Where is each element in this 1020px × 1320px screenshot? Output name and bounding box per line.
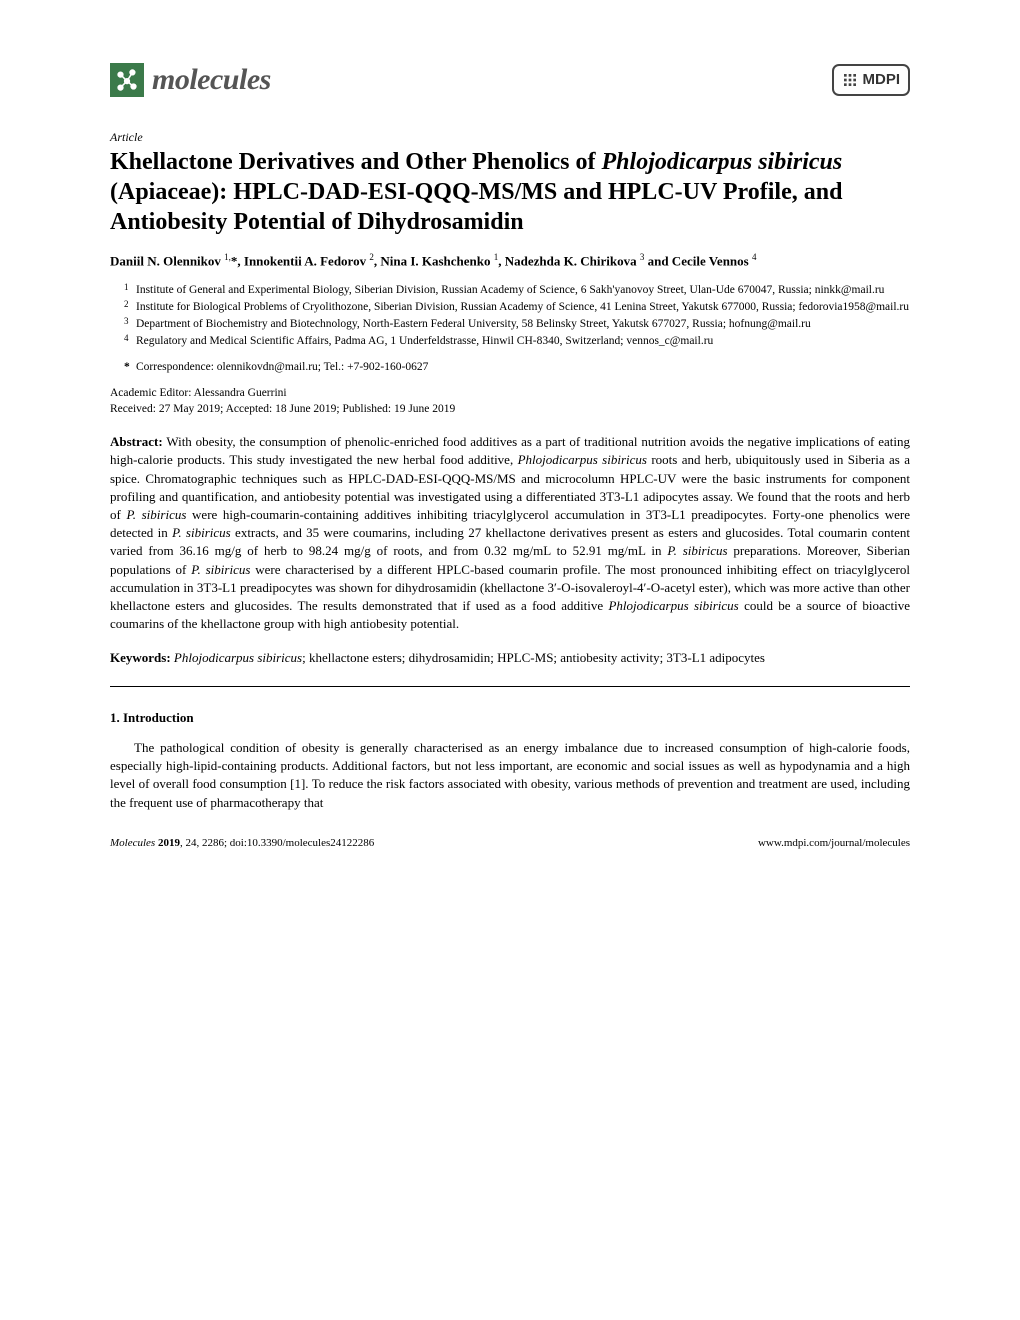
affiliation-row: 1Institute of General and Experimental B… [124, 282, 910, 298]
journal-logo-icon [110, 63, 144, 97]
publisher-badge-icon [842, 72, 858, 88]
page-header: molecules MDPI [110, 60, 910, 101]
page-footer: Molecules 2019, 24, 2286; doi:10.3390/mo… [110, 836, 910, 851]
article-type-label: Article [110, 129, 910, 145]
section-heading-introduction: 1. Introduction [110, 709, 910, 727]
correspondence: * Correspondence: olennikovdn@mail.ru; T… [110, 360, 910, 376]
journal-logo: molecules [110, 60, 271, 101]
affiliation-row: 2Institute for Biological Problems of Cr… [124, 299, 910, 315]
abstract: Abstract: With obesity, the consumption … [110, 433, 910, 633]
journal-logo-text: molecules [152, 60, 271, 101]
article-title: Khellactone Derivatives and Other Phenol… [110, 147, 910, 237]
keywords: Keywords: Phlojodicarpus sibiricus; khel… [110, 649, 910, 667]
article-dates: Received: 27 May 2019; Accepted: 18 June… [110, 401, 910, 417]
footer-citation: Molecules 2019, 24, 2286; doi:10.3390/mo… [110, 836, 374, 851]
affiliations-list: 1Institute of General and Experimental B… [110, 282, 910, 349]
publisher-badge-text: MDPI [863, 70, 901, 90]
publisher-badge: MDPI [832, 64, 911, 96]
author-list: Daniil N. Olennikov 1,*, Innokentii A. F… [110, 251, 910, 271]
affiliation-row: 4Regulatory and Medical Scientific Affai… [124, 333, 910, 349]
editorial-info: Academic Editor: Alessandra Guerrini Rec… [110, 385, 910, 417]
academic-editor: Academic Editor: Alessandra Guerrini [110, 385, 910, 401]
introduction-paragraph: The pathological condition of obesity is… [110, 739, 910, 812]
section-divider [110, 686, 910, 687]
footer-url: www.mdpi.com/journal/molecules [758, 836, 910, 851]
affiliation-row: 3Department of Biochemistry and Biotechn… [124, 316, 910, 332]
